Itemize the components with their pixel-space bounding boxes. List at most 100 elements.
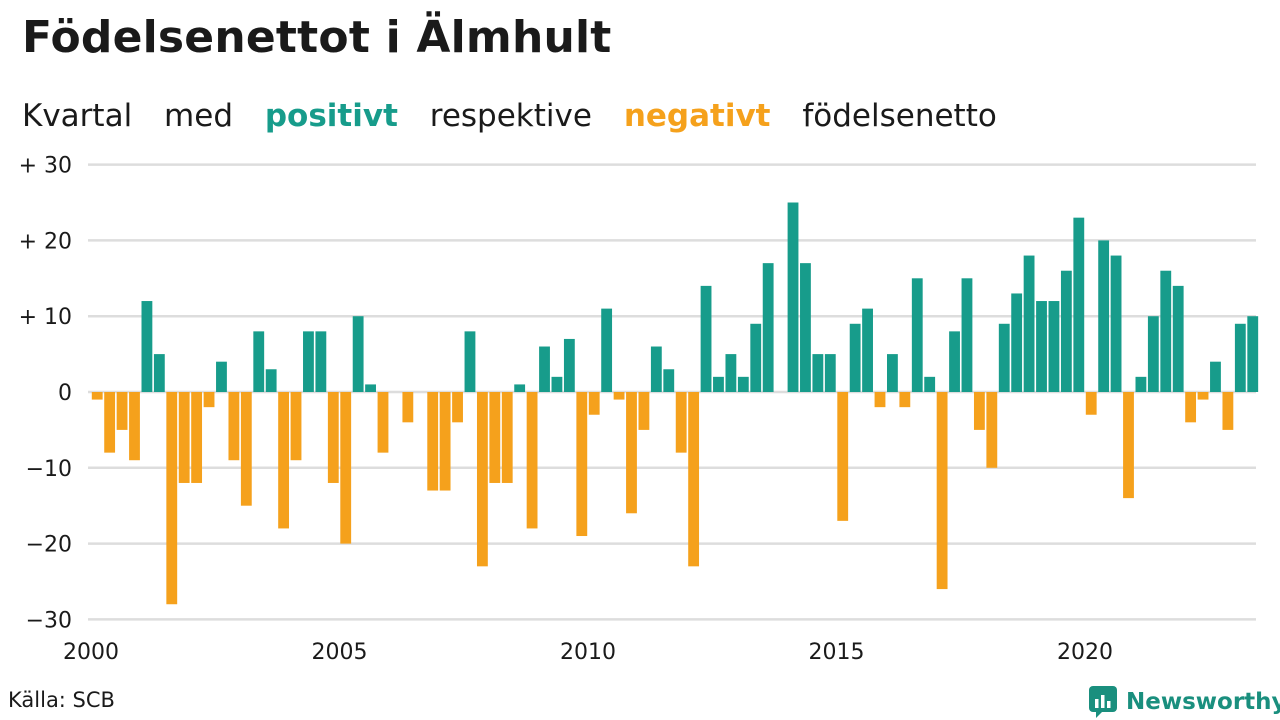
bar xyxy=(663,369,675,392)
bar xyxy=(837,392,849,521)
x-tick-label: 2005 xyxy=(312,640,368,665)
bar xyxy=(278,392,290,529)
bar xyxy=(750,323,762,392)
bar xyxy=(911,278,923,392)
bar xyxy=(1185,392,1197,423)
bar xyxy=(1098,240,1110,392)
bar-chart: + 30+ 20+ 100−10−20−30 2000 2005 2010 2015 2… xyxy=(19,154,1259,665)
brand-name: Newsworthy xyxy=(1126,689,1280,715)
bar xyxy=(800,263,811,392)
bar xyxy=(365,384,376,392)
bars xyxy=(91,202,1259,605)
bar xyxy=(514,384,526,392)
bar xyxy=(973,392,985,430)
bar xyxy=(713,376,724,392)
subtitle-negative-label: negativt xyxy=(623,98,771,134)
bar xyxy=(203,392,215,408)
bar xyxy=(352,316,364,392)
bar xyxy=(91,392,103,400)
x-tick-label: 2010 xyxy=(560,640,616,665)
bar xyxy=(340,392,352,544)
newsworthy-logo: Newsworthy xyxy=(1088,684,1280,720)
bar xyxy=(899,392,911,408)
newsworthy-logo-icon xyxy=(1089,686,1117,718)
bar xyxy=(551,376,563,392)
y-tick-label: + 20 xyxy=(19,229,72,254)
bar xyxy=(1197,392,1209,400)
bar xyxy=(327,392,339,483)
bar xyxy=(936,392,948,590)
bar xyxy=(700,285,712,392)
bar xyxy=(315,331,327,392)
bar xyxy=(216,361,227,392)
y-tick-label: + 10 xyxy=(19,305,72,330)
bar xyxy=(638,392,650,430)
bar xyxy=(1060,270,1072,392)
x-axis-ticks: 2000 2005 2010 2015 2020 xyxy=(63,640,1113,665)
bar xyxy=(862,308,873,392)
bar xyxy=(650,346,662,392)
bar xyxy=(1023,255,1035,392)
bar xyxy=(688,392,700,567)
bar xyxy=(464,331,476,392)
bar xyxy=(166,392,178,605)
bar xyxy=(240,392,252,506)
bar xyxy=(563,338,575,392)
x-tick-label: 2000 xyxy=(63,640,119,665)
bar xyxy=(613,392,625,400)
bar xyxy=(439,392,451,491)
bar xyxy=(402,392,414,423)
bar xyxy=(961,278,973,392)
bar xyxy=(178,392,190,483)
bar xyxy=(824,354,836,392)
subtitle-word-respectively: respektive xyxy=(429,98,592,134)
bar xyxy=(141,301,153,392)
y-tick-label: + 30 xyxy=(19,154,72,179)
bar xyxy=(675,392,687,453)
bar xyxy=(588,392,600,415)
bar xyxy=(1123,392,1134,499)
bar xyxy=(1135,376,1147,392)
x-tick-label: 2020 xyxy=(1057,640,1113,665)
bar xyxy=(1036,301,1047,392)
bar xyxy=(1172,285,1184,392)
bar xyxy=(489,392,501,483)
bar xyxy=(476,392,488,567)
bar xyxy=(1085,392,1097,415)
bar xyxy=(1234,323,1246,392)
x-tick-label: 2015 xyxy=(809,640,865,665)
bar xyxy=(986,392,998,468)
subtitle-word-quarter: Kvartal xyxy=(22,98,133,134)
bar xyxy=(762,263,774,392)
bar xyxy=(812,354,824,392)
bar xyxy=(129,392,140,461)
y-tick-label: 0 xyxy=(58,381,72,406)
bar xyxy=(104,392,116,453)
bar xyxy=(887,354,898,392)
bar xyxy=(290,392,302,461)
bar xyxy=(452,392,463,423)
bar xyxy=(1073,217,1085,392)
bar xyxy=(1222,392,1234,430)
y-axis-ticks: + 30 + 20 + 10 0 −10 −20 −30 xyxy=(19,154,72,634)
bar xyxy=(924,376,936,392)
subtitle-positive-label: positivt xyxy=(264,98,398,134)
bar xyxy=(626,392,637,514)
bar xyxy=(576,392,588,537)
bar xyxy=(191,392,203,483)
bar xyxy=(1160,270,1172,392)
bar xyxy=(949,331,960,392)
bar xyxy=(116,392,128,430)
bar xyxy=(501,392,513,483)
bar xyxy=(725,354,737,392)
bar xyxy=(1048,301,1060,392)
bar xyxy=(253,331,265,392)
bar xyxy=(1110,255,1122,392)
bar xyxy=(427,392,439,491)
bar xyxy=(874,392,886,408)
bar xyxy=(737,376,749,392)
y-tick-label: −10 xyxy=(26,457,72,482)
bar xyxy=(377,392,389,453)
bar xyxy=(153,354,165,392)
bar xyxy=(228,392,240,461)
